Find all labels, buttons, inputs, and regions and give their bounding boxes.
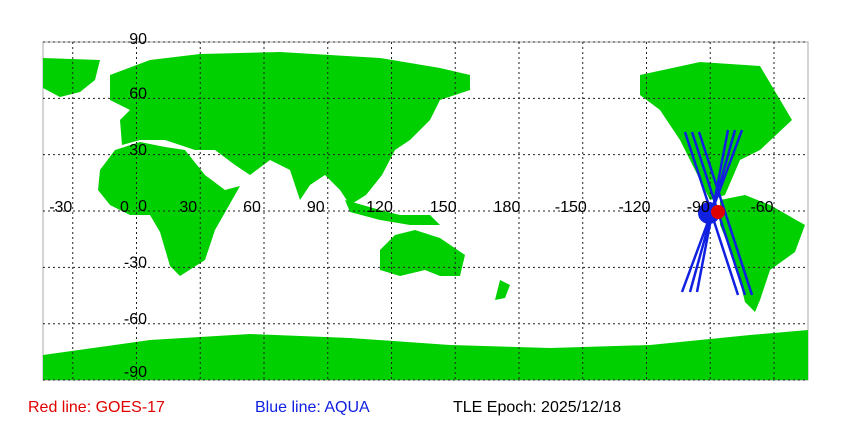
lat-label: 60 — [129, 86, 147, 103]
graticule — [43, 41, 808, 381]
north-america — [640, 62, 792, 200]
lon-label: 0 — [120, 199, 129, 216]
axis-labels: -30 0 30 60 90 120 150 180 -150 -120 -90 -60 90 60 30 0… — [49, 31, 773, 381]
lat-label: 30 — [129, 142, 147, 159]
lon-label: 60 — [243, 199, 261, 216]
lat-label: 0 — [138, 198, 147, 215]
lon-label: 150 — [430, 199, 457, 216]
tle-epoch: TLE Epoch: 2025/12/18 — [453, 399, 621, 416]
australia — [380, 230, 465, 276]
lon-label: 30 — [179, 199, 197, 216]
lon-label: 90 — [307, 199, 325, 216]
africa — [98, 142, 240, 276]
lat-label: 90 — [129, 31, 147, 48]
legend-red: Red line: GOES-17 — [28, 399, 165, 416]
lat-label: -60 — [124, 311, 147, 328]
lon-label: -90 — [687, 199, 710, 216]
lat-label: -90 — [124, 364, 147, 381]
lat-label: -30 — [124, 255, 147, 272]
goes-position — [711, 205, 725, 219]
antarctica — [43, 330, 808, 380]
indonesia — [345, 200, 440, 225]
lon-label: -60 — [750, 199, 773, 216]
land — [43, 52, 808, 380]
lon-label: 180 — [494, 199, 521, 216]
greenland — [43, 58, 100, 97]
eurasia — [110, 52, 470, 205]
lon-label: -30 — [49, 199, 72, 216]
new-zealand — [495, 280, 510, 300]
lon-label: 120 — [366, 199, 393, 216]
legend-blue: Blue line: AQUA — [255, 399, 370, 416]
lon-label: -120 — [618, 199, 650, 216]
lon-label: -150 — [555, 199, 587, 216]
